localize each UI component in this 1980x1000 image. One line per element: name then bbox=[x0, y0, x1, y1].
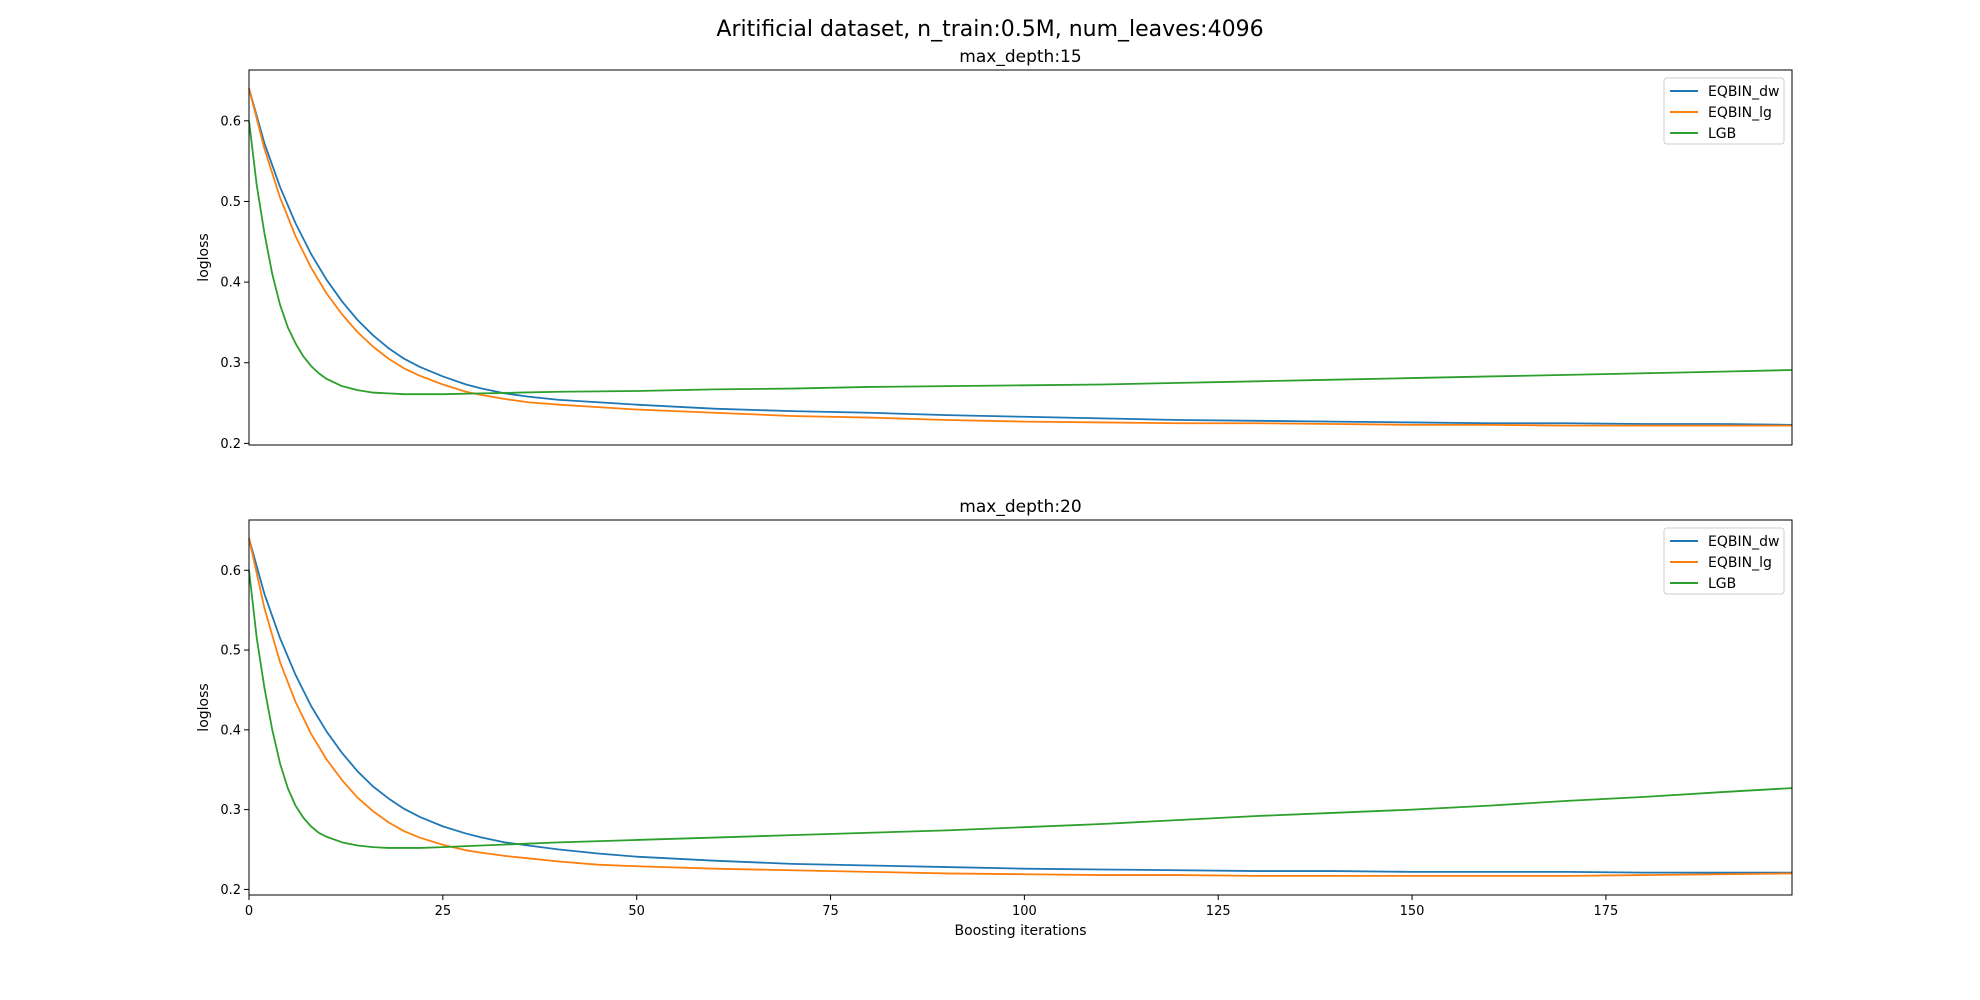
y-tick-label: 0.4 bbox=[220, 276, 241, 291]
legend-label: EQBIN_dw bbox=[1708, 534, 1779, 550]
x-tick-label: 75 bbox=[822, 904, 839, 919]
subplot-max-depth-15: max_depth:15 0.2 0.3 0.4 0.5 0.6 logloss EQBIN_… bbox=[196, 47, 1793, 452]
series-line-eqbin-lg bbox=[248, 538, 1793, 877]
legend: EQBIN_dw EQBIN_lg LGB bbox=[1663, 527, 1785, 595]
legend-label: EQBIN_lg bbox=[1708, 555, 1772, 571]
y-tick-label: 0.6 bbox=[220, 564, 241, 579]
series-line-lgb bbox=[248, 120, 1793, 396]
legend-label: LGB bbox=[1708, 126, 1736, 142]
x-tick-label: 125 bbox=[1206, 904, 1231, 919]
subplot-title: max_depth:20 bbox=[959, 497, 1081, 517]
x-tick-label: 175 bbox=[1593, 904, 1618, 919]
series-line-eqbin-lg bbox=[248, 88, 1792, 427]
y-tick-label: 0.2 bbox=[220, 437, 241, 452]
y-tick-label: 0.4 bbox=[220, 723, 241, 738]
y-tick-label: 0.5 bbox=[220, 644, 241, 659]
series-line-eqbin-dw bbox=[248, 538, 1792, 874]
y-tick-label: 0.3 bbox=[220, 803, 241, 818]
plot-frame bbox=[248, 519, 1793, 896]
y-tick-label: 0.3 bbox=[220, 356, 241, 371]
x-axis-label: Boosting iterations bbox=[954, 923, 1086, 939]
x-tick-label: 0 bbox=[245, 904, 253, 919]
series-line-eqbin-dw bbox=[248, 88, 1793, 426]
x-tick-label: 50 bbox=[628, 904, 645, 919]
x-tick-label: 25 bbox=[435, 904, 452, 919]
series-line-lgb bbox=[248, 570, 1793, 849]
y-axis-label: logloss bbox=[196, 683, 212, 731]
subplot-title: max_depth:15 bbox=[959, 47, 1081, 67]
figure-title: Aritificial dataset, n_train:0.5M, num_l… bbox=[716, 17, 1263, 42]
legend-box bbox=[1663, 77, 1785, 145]
x-tick-label: 100 bbox=[1012, 904, 1037, 919]
y-tick-label: 0.6 bbox=[220, 114, 241, 129]
x-tick-label: 150 bbox=[1400, 904, 1425, 919]
y-axis-label: logloss bbox=[196, 233, 212, 281]
subplot-max-depth-20: max_depth:20 0.2 0.3 0.4 0.5 0.6 0 25 50 75 100 125… bbox=[196, 497, 1793, 939]
legend: EQBIN_dw EQBIN_lg LGB bbox=[1663, 77, 1785, 145]
legend-label: EQBIN_lg bbox=[1708, 105, 1772, 121]
plot-frame bbox=[248, 69, 1793, 446]
legend-label: LGB bbox=[1708, 576, 1736, 592]
y-tick-label: 0.2 bbox=[220, 883, 241, 898]
legend-label: EQBIN_dw bbox=[1708, 84, 1779, 100]
y-tick-label: 0.5 bbox=[220, 195, 241, 210]
legend-box bbox=[1663, 527, 1785, 595]
